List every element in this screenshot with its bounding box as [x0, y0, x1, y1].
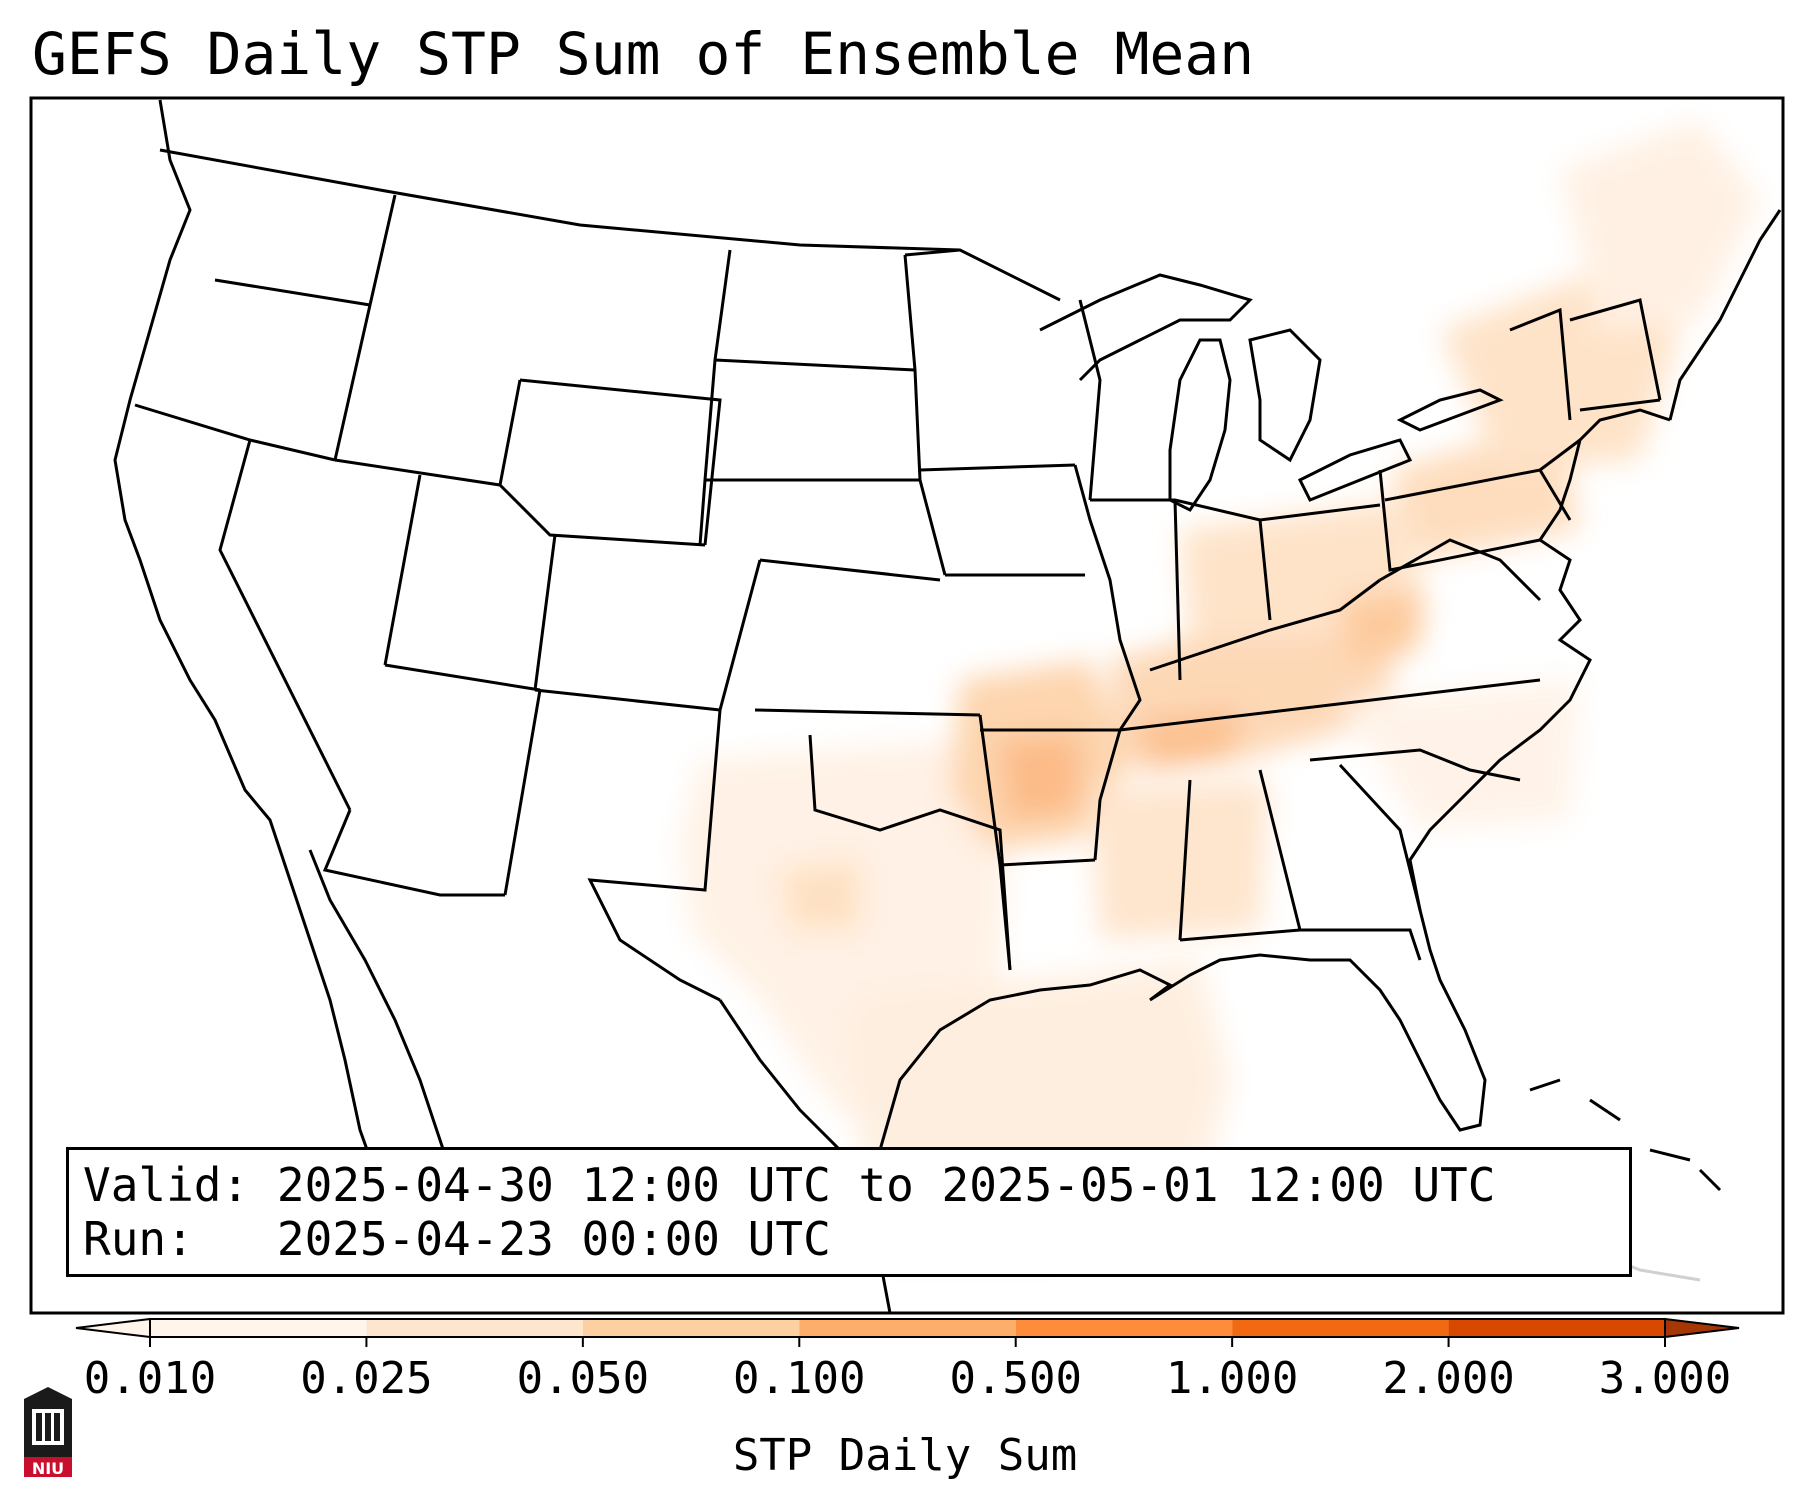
run-label: Run: [83, 1212, 194, 1266]
colorbar-outline [149, 1318, 1666, 1338]
chart-title: GEFS Daily STP Sum of Ensemble Mean [32, 20, 1255, 88]
colorbar-segment [150, 1319, 367, 1337]
colorbar-tick-label: 0.050 [517, 1353, 649, 1404]
colorbar-tick-label: 0.500 [949, 1353, 1081, 1404]
colorbar-tick-label: 0.010 [84, 1353, 216, 1404]
colorbar-tick-label: 3.000 [1599, 1353, 1731, 1404]
state-borders [134, 148, 1662, 1002]
colorbar-segment [1448, 1319, 1665, 1337]
colorbar-segment [1232, 1319, 1449, 1337]
colorbar-segment [582, 1319, 800, 1337]
colorbar-tick-label: 2.000 [1382, 1353, 1514, 1404]
colorbar-tick-label: 1.000 [1166, 1353, 1298, 1404]
colorbar-extend-max [1664, 1317, 1740, 1339]
valid-label: Valid: [83, 1158, 250, 1212]
logo-text: NIU [32, 1459, 64, 1478]
valid-line: Valid: 2025-04-30 12:00 UTC to 2025-05-0… [83, 1158, 1495, 1212]
run-line: Run: 2025-04-23 00:00 UTC [83, 1212, 831, 1266]
colorbar-segment [1015, 1319, 1233, 1337]
valid-value: 2025-04-30 12:00 UTC to 2025-05-01 12:00… [276, 1158, 1496, 1212]
stp-shading [680, 120, 1760, 1260]
niu-logo: NIU [24, 1387, 72, 1478]
colorbar-segment [366, 1319, 583, 1337]
map-area [31, 98, 1783, 1313]
run-value: 2025-04-23 00:00 UTC [276, 1212, 831, 1266]
colorbar-segment [799, 1319, 1016, 1337]
map-frame [29, 96, 1785, 1315]
colorbar: 0.010 0.025 0.050 0.100 0.500 1.000 2.000 3.000 [75, 1317, 1740, 1404]
colorbar-extend-min [75, 1317, 151, 1339]
colorbar-label: STP Daily Sum [733, 1430, 1077, 1481]
colorbar-tick-label: 0.100 [733, 1353, 865, 1404]
validity-info-box: Valid: 2025-04-30 12:00 UTC to 2025-05-0… [66, 1147, 1632, 1277]
colorbar-tick-label: 0.025 [300, 1353, 432, 1404]
